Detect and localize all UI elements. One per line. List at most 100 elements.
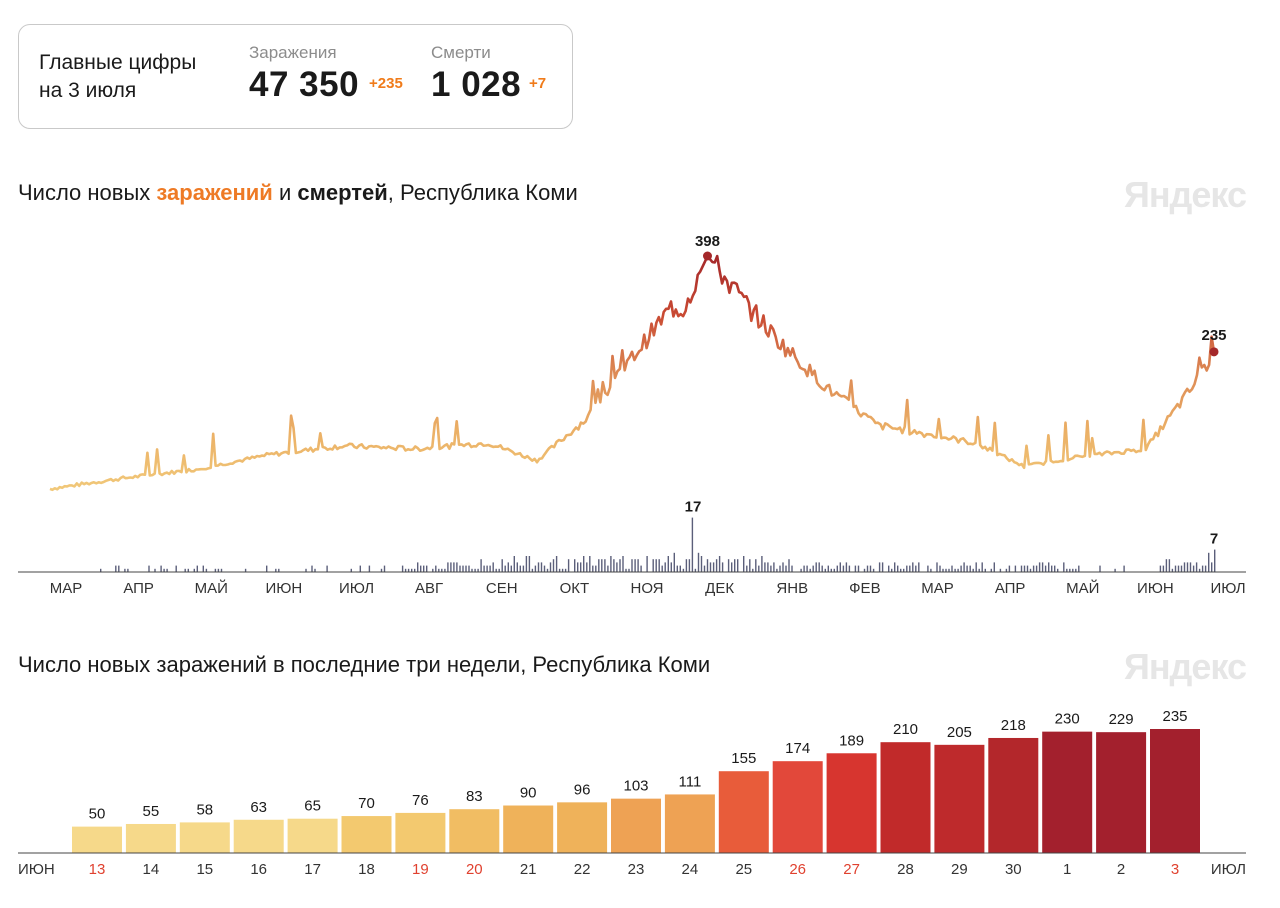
death-bar [516,562,518,572]
month-label: АПР [123,580,154,597]
death-bar [525,556,528,572]
death-bar [154,568,156,572]
day-label: 25 [735,861,752,878]
death-bar [492,562,494,572]
day-bar-value: 103 [623,778,648,795]
day-bar-value: 96 [574,781,591,798]
death-bar [761,556,763,572]
death-bar [115,565,117,572]
death-bar [878,562,881,572]
deaths-value: 1 028 [431,65,522,104]
death-bar [954,568,956,572]
death-bar [483,565,485,572]
death-bar [715,559,718,572]
death-bar [1195,562,1198,572]
infections-stat: Заражения 47 350 +235 [249,43,403,105]
death-bar [709,562,712,572]
death-bar [1026,565,1029,572]
death-bar [426,565,428,572]
death-bar [927,565,929,572]
death-bar [791,565,793,572]
death-bar [658,559,660,572]
chart2-svg: 50 55 58 63 65 70 76 83 90 96 103 111 155 174 189 210 20… [18,708,1246,878]
death-bar [764,562,766,572]
death-bar [936,562,938,572]
death-bar [420,565,422,572]
death-bar [311,565,313,572]
death-bar [465,565,467,572]
day-bar [826,753,877,853]
summary-label-line1: Главные цифры [39,51,197,74]
day-bar [988,737,1039,853]
death-bar [610,556,612,572]
death-bar [1186,562,1189,572]
death-bar [275,568,277,572]
death-bar [1174,565,1177,572]
death-bar [939,565,941,572]
chart2-title: Число новых заражений в последние три не… [18,652,711,677]
month-label: АПР [995,580,1026,597]
day-label: 1 [1063,861,1071,878]
death-bar [631,559,633,572]
death-bar [821,565,823,572]
death-bar [595,565,597,572]
death-bar [477,568,479,572]
death-bar [1029,568,1032,572]
day-bar [772,761,823,853]
death-bar [1066,568,1068,572]
death-bar [897,565,899,572]
brand-logo-1: Яндекс [1123,174,1247,215]
death-bar [863,568,866,572]
death-bar [414,568,416,572]
death-bar [564,568,567,572]
death-bar [661,565,663,572]
death-bar [305,568,307,572]
last-deaths-label: 7 [1210,531,1218,548]
death-bar [543,565,546,572]
death-bar [244,568,247,572]
death-bar [577,562,579,572]
death-bar [1041,562,1044,572]
death-bar [193,568,195,572]
day-bar [233,819,284,853]
death-bar [498,568,500,572]
month-label: ИЮН [265,580,302,597]
death-bar [148,565,150,572]
death-bar [981,562,983,572]
chart1-title-part5: , Республика Коми [387,180,578,205]
death-bar [628,568,630,572]
death-bar [1214,549,1216,572]
day-label: 19 [412,861,429,878]
death-bar [586,562,588,572]
death-bar [906,565,908,572]
day-label: 28 [897,861,914,878]
death-bar [836,565,838,572]
death-bar [640,565,642,572]
month-label: ФЕВ [849,580,880,597]
death-bar [513,556,515,572]
infections-delta: +235 [369,75,403,92]
death-bar [694,568,697,572]
infections-line [49,254,1216,492]
chart1-title-infections: заражений [156,180,273,205]
death-bar [471,568,473,572]
death-bar [474,568,476,572]
day-bar-value: 218 [1001,717,1026,734]
death-bar [706,559,709,572]
death-bar [824,568,826,572]
death-bar [945,568,947,572]
death-bar [743,556,745,572]
day-bar-value: 70 [358,795,375,812]
deaths-delta: +7 [529,75,547,92]
death-bar [776,568,778,572]
summary-card: Главные цифры на 3 июля Заражения 47 350… [18,24,573,129]
day-label: 27 [843,861,860,878]
death-bar [737,559,739,572]
death-bar [549,562,552,572]
death-bar [163,568,165,572]
death-bar [160,565,162,572]
month-label: СЕН [486,580,518,597]
death-bar [685,559,688,572]
death-bar [891,568,893,572]
death-bar [978,568,980,572]
